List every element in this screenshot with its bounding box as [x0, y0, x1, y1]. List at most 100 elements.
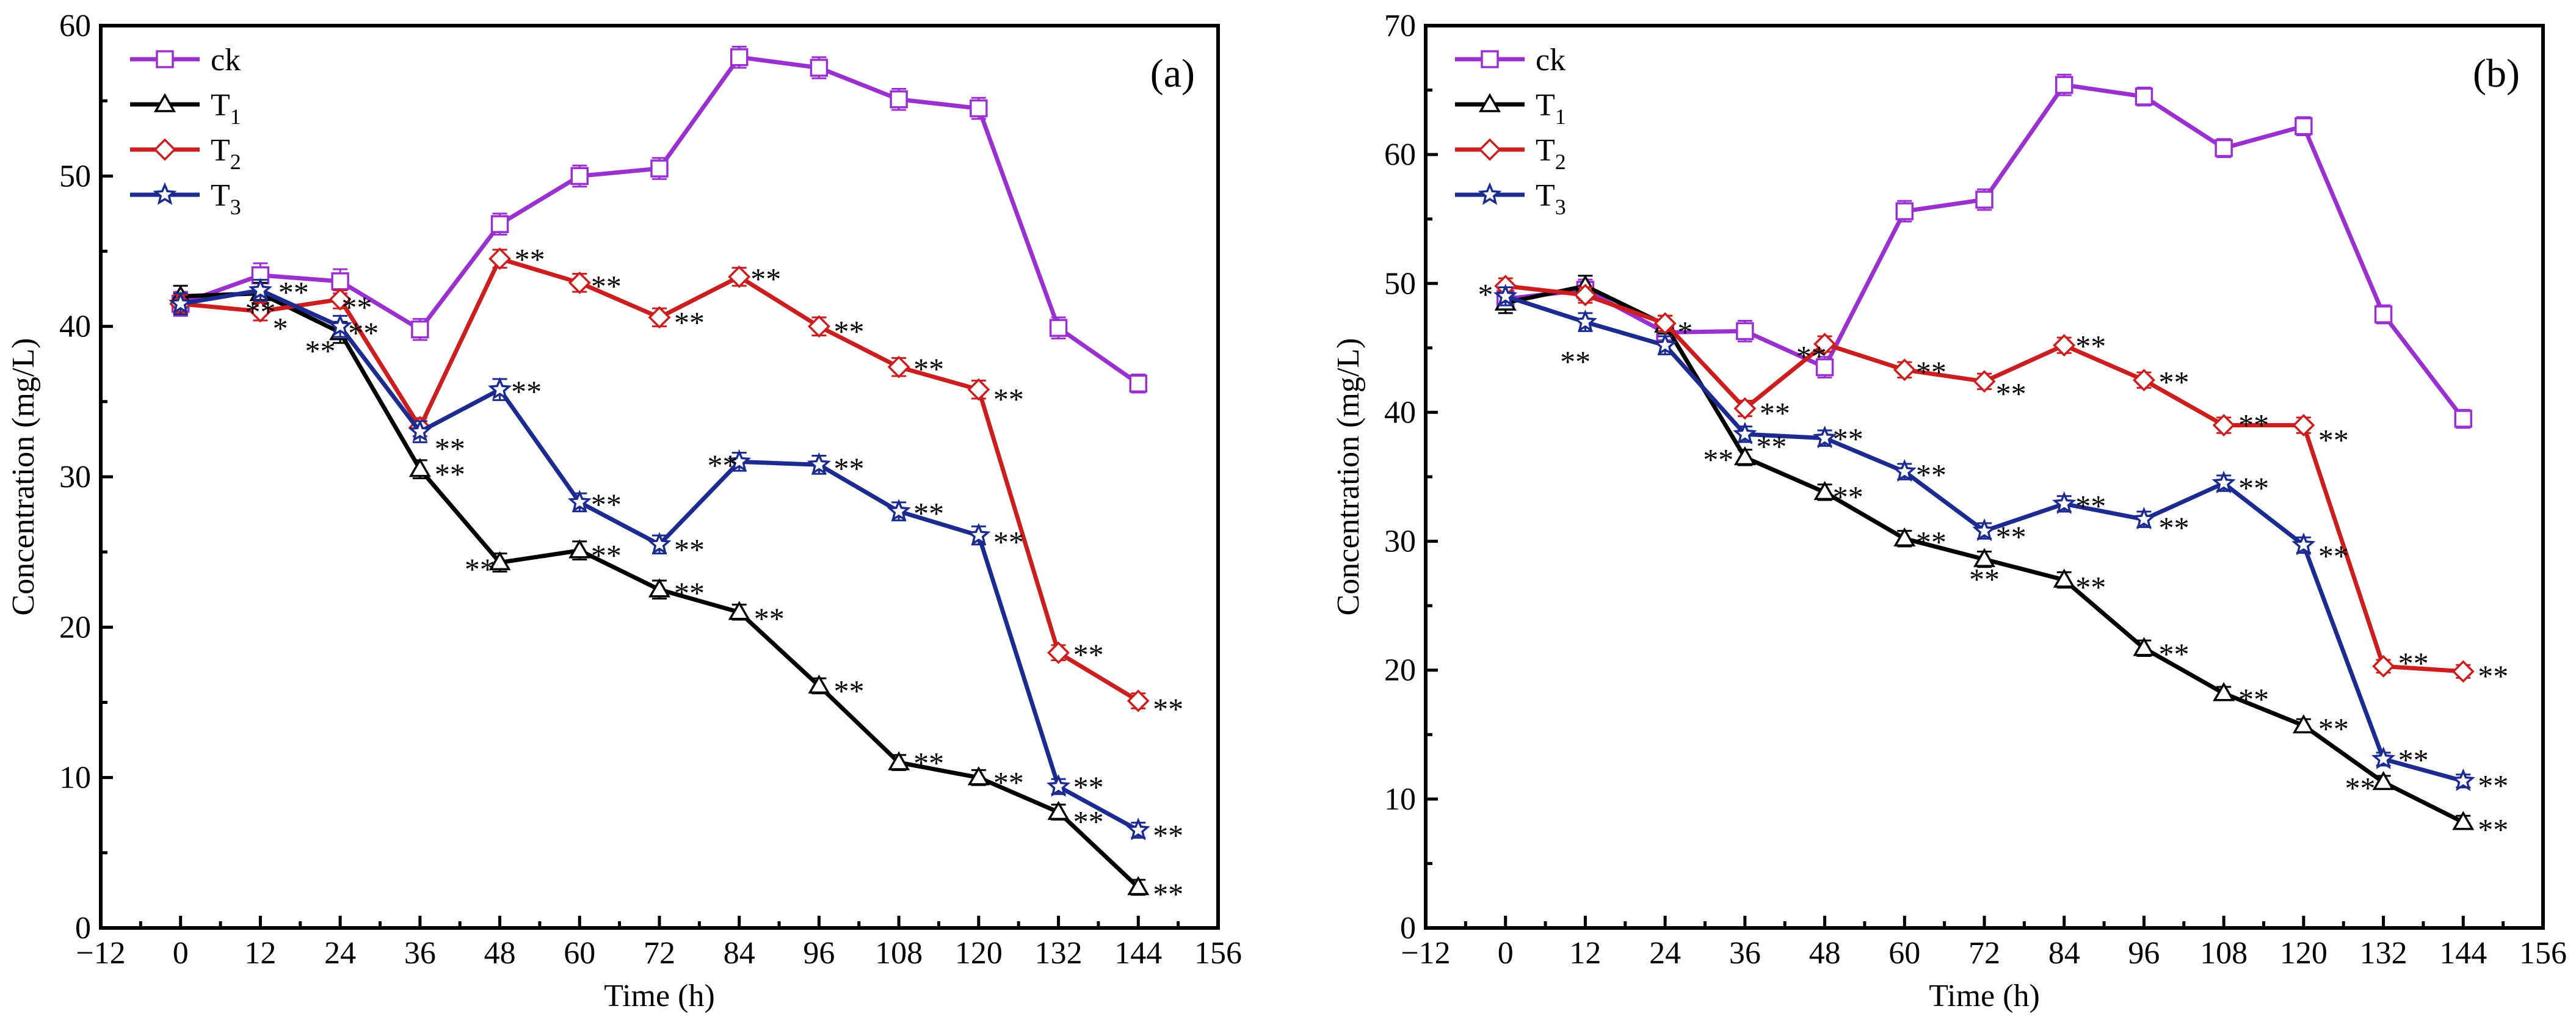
data-point-t1 — [2213, 682, 2235, 701]
y-tick-label: 70 — [1384, 9, 1416, 43]
x-tick-label: 48 — [484, 936, 516, 971]
data-point-t1 — [2053, 568, 2075, 588]
significance-mark: ** — [515, 242, 545, 276]
significance-mark: ** — [1833, 422, 1863, 456]
x-tick-label: 60 — [564, 936, 595, 971]
y-tick-label: 50 — [1384, 266, 1416, 301]
data-point-t2 — [2053, 334, 2076, 357]
series-t2 — [1494, 275, 2475, 683]
x-axis-title: Time (h) — [1929, 979, 2040, 1013]
y-tick-label: 30 — [1384, 524, 1416, 559]
x-tick-label: 120 — [955, 936, 1003, 971]
significance-annotations: ****************************************… — [245, 242, 1183, 911]
data-point-t2 — [249, 300, 272, 323]
plot-area-frame — [1424, 24, 2545, 930]
data-point-t3 — [887, 499, 911, 522]
data-point-t3 — [328, 314, 352, 337]
data-point-t3 — [1047, 773, 1071, 797]
data-point-t1 — [2133, 637, 2155, 656]
data-point-t1 — [408, 458, 431, 477]
data-point-t3 — [2052, 491, 2077, 515]
x-tick-label: 144 — [1114, 936, 1162, 971]
y-tick-label: 60 — [59, 9, 91, 43]
x-tick-label: 48 — [1809, 936, 1841, 971]
panel-b: −12 0 12 24 36 48 60 72 84 96 108 120 132 144 15601020… — [1331, 9, 2567, 1013]
significance-mark: ** — [2158, 510, 2189, 545]
legend-marker-t2 — [1478, 138, 1501, 161]
y-axis-title: Concentration (mg/L) — [6, 338, 41, 616]
series-ck — [171, 45, 1148, 394]
data-point-ck — [1049, 319, 1068, 337]
series-t1 — [169, 281, 1150, 896]
data-point-t3 — [807, 452, 831, 475]
data-point-t1 — [488, 551, 511, 571]
data-point-t3 — [408, 419, 432, 442]
data-point-t1 — [1813, 480, 1836, 501]
significance-mark: ** — [435, 432, 465, 466]
data-point-ck — [331, 272, 349, 291]
data-point-t2 — [2451, 660, 2475, 683]
data-point-t1 — [888, 751, 910, 770]
data-point-t2 — [488, 247, 512, 270]
data-point-t2 — [1733, 397, 1757, 420]
y-tick-label: 30 — [59, 460, 91, 494]
significance-mark: ** — [465, 552, 495, 586]
significance-mark: ** — [707, 448, 738, 482]
legend-label-ck: ck — [1536, 43, 1566, 78]
data-point-ck — [730, 48, 749, 67]
series-t3 — [1493, 283, 2475, 791]
data-point-t1 — [2372, 770, 2395, 791]
significance-mark: ** — [913, 746, 944, 780]
significance-mark: ** — [1153, 877, 1183, 911]
significance-mark: ** — [750, 261, 781, 295]
x-tick-label: 108 — [2200, 936, 2248, 971]
data-point-ck — [810, 59, 829, 77]
data-point-t3 — [2132, 507, 2156, 530]
significance-mark: ** — [754, 601, 785, 636]
significance-mark: ** — [1916, 355, 1947, 389]
y-tick-label: 40 — [1384, 395, 1416, 430]
legend-label-t2: T2 — [211, 133, 241, 174]
x-tick-label: 36 — [1729, 936, 1761, 971]
significance-mark: ** — [993, 766, 1024, 800]
data-point-t1 — [1047, 800, 1070, 820]
significance-mark: ** — [2238, 682, 2269, 716]
significance-mark: ** — [2478, 769, 2508, 803]
significance-mark: ** — [2318, 423, 2349, 457]
y-tick-label: 20 — [1384, 653, 1416, 688]
y-tick-label: 10 — [1384, 782, 1416, 817]
x-axis-title: Time (h) — [604, 979, 715, 1013]
data-point-t1 — [568, 539, 591, 559]
data-point-t1 — [1733, 446, 1756, 466]
significance-mark: ** — [2238, 471, 2269, 505]
y-tick-label: 50 — [59, 159, 91, 194]
x-tick-label: 96 — [803, 936, 835, 971]
significance-mark: ** — [674, 305, 705, 339]
significance-mark: ** — [1703, 442, 1733, 476]
significance-mark: ** — [2075, 488, 2106, 523]
significance-mark: ** — [1560, 344, 1591, 379]
legend-label-t1: T1 — [211, 88, 241, 129]
significance-mark: ** — [993, 382, 1024, 416]
data-point-t2 — [2372, 654, 2395, 678]
significance-mark: ** — [1969, 562, 2000, 596]
data-point-t2 — [648, 306, 671, 329]
significance-mark: ** — [2478, 659, 2508, 693]
x-tick-label: 24 — [324, 936, 356, 971]
data-point-t2 — [887, 355, 910, 379]
legend-marker-ck — [156, 50, 174, 68]
data-point-t3 — [1573, 310, 1597, 333]
legend-marker-ck — [1481, 50, 1499, 68]
data-point-ck — [2454, 410, 2473, 428]
data-point-t3 — [2291, 532, 2316, 556]
data-point-t2 — [967, 378, 990, 401]
data-point-t2 — [328, 288, 352, 311]
x-tick-label: 24 — [1649, 936, 1681, 971]
data-point-t3 — [727, 449, 752, 472]
significance-mark: ** — [1073, 805, 1104, 839]
significance-mark: ** — [348, 316, 379, 350]
significance-mark: ** — [1796, 339, 1827, 373]
data-point-t1 — [967, 766, 990, 786]
significance-mark: ** — [1916, 458, 1947, 492]
